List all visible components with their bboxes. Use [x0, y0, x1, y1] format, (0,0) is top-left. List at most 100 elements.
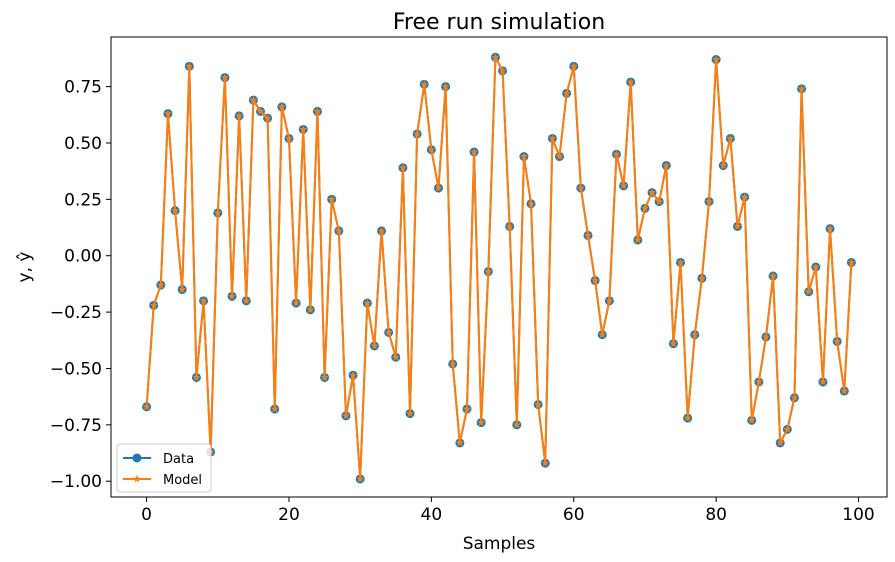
x-tick-label: 100 — [842, 505, 874, 525]
model-point — [605, 296, 614, 305]
model-point — [220, 73, 229, 81]
model-point — [519, 152, 528, 160]
model-point — [584, 231, 592, 239]
model-point — [505, 222, 514, 230]
legend-data-label: Data — [163, 452, 194, 467]
model-point — [306, 305, 315, 314]
model-point — [669, 339, 678, 348]
model-point — [676, 258, 685, 266]
model-point — [569, 62, 578, 70]
model-point — [740, 192, 749, 201]
model-point — [441, 82, 450, 91]
model-point — [783, 425, 792, 433]
model-point — [712, 55, 721, 63]
legend-data-marker — [132, 453, 142, 463]
y-tick-label: −1.00 — [50, 472, 102, 492]
model-point — [612, 150, 621, 158]
model-point — [555, 152, 564, 160]
chart-title: Free run simulation — [393, 10, 605, 35]
model-point — [384, 328, 393, 336]
y-axis-label: y, ŷ — [15, 252, 35, 283]
series-line-model — [145, 56, 853, 480]
model-point — [370, 341, 379, 350]
model-point — [548, 134, 557, 142]
y-tick-label: −0.75 — [50, 416, 102, 436]
y-tick-label: −0.50 — [50, 359, 102, 379]
model-point — [427, 145, 436, 154]
model-point — [263, 113, 272, 122]
model-point — [363, 298, 372, 307]
model-point — [327, 195, 336, 203]
model-point — [477, 418, 486, 426]
model-point — [761, 332, 770, 341]
model-point — [391, 353, 400, 361]
model-point — [726, 134, 735, 142]
model-point — [534, 400, 543, 408]
model-point — [398, 163, 407, 172]
model-point — [349, 371, 358, 379]
model-point — [413, 129, 422, 138]
model-point — [470, 147, 479, 156]
model-point — [448, 359, 457, 368]
legend-model-marker — [133, 474, 141, 483]
model-point — [213, 208, 222, 217]
model-point — [754, 377, 763, 386]
model-point — [769, 271, 778, 280]
model-point — [313, 107, 322, 115]
model-point — [662, 161, 671, 169]
y-axis-ticks: −1.00 −0.75 −0.50 −0.25 0.00 0.25 0.50 0.75 — [50, 78, 111, 492]
model-point — [705, 197, 714, 206]
model-point — [527, 199, 536, 208]
model-point — [149, 301, 158, 309]
model-point — [249, 95, 258, 104]
model-point — [462, 404, 471, 413]
model-point — [142, 402, 151, 411]
model-point — [690, 330, 699, 339]
model-point — [334, 226, 343, 235]
model-point — [256, 107, 265, 115]
y-tick-label: 0.75 — [64, 78, 102, 98]
y-tick-label: 0.50 — [64, 134, 102, 154]
x-tick-label: 40 — [421, 505, 443, 525]
model-point — [818, 377, 827, 386]
model-point — [655, 197, 664, 206]
plot-area — [142, 52, 856, 484]
model-point — [199, 296, 208, 305]
model-point — [683, 413, 692, 422]
model-point — [484, 267, 493, 275]
model-point — [576, 183, 585, 192]
model-point — [847, 258, 856, 266]
y-tick-label: 0.00 — [64, 247, 102, 267]
model-point — [171, 206, 180, 215]
model-point — [299, 125, 308, 133]
model-point — [292, 298, 301, 307]
model-point — [790, 393, 799, 402]
model-point — [156, 280, 165, 289]
model-point — [320, 373, 329, 381]
model-point — [277, 102, 286, 111]
model-point — [512, 420, 521, 429]
model-point — [797, 84, 806, 93]
model-point — [434, 183, 443, 192]
x-tick-label: 20 — [278, 505, 300, 525]
model-point — [619, 181, 628, 190]
model-point — [541, 458, 550, 467]
x-tick-label: 60 — [563, 505, 585, 525]
legend: Data Model — [116, 443, 212, 493]
model-point — [697, 274, 706, 282]
model-point — [270, 404, 279, 413]
model-point — [804, 287, 813, 296]
model-point — [826, 224, 835, 233]
model-point — [498, 66, 507, 75]
model-point — [192, 373, 201, 381]
model-point — [356, 474, 365, 483]
model-point — [648, 188, 657, 196]
axes-frame — [110, 36, 888, 498]
model-point — [377, 226, 386, 235]
x-axis-label: Samples — [463, 534, 536, 554]
model-point — [455, 438, 464, 447]
model-point — [491, 53, 500, 61]
model-point — [284, 134, 293, 142]
model-point — [776, 438, 785, 447]
